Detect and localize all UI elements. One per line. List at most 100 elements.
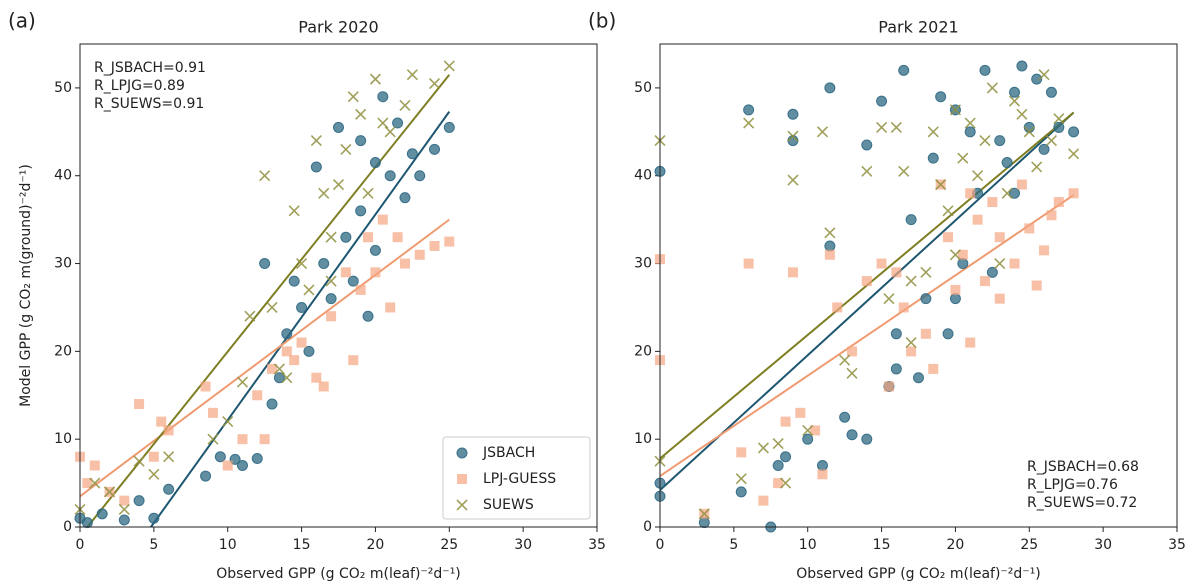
legend-marker [456, 499, 468, 511]
point [846, 367, 858, 379]
point [772, 438, 784, 450]
point [839, 411, 851, 423]
point [920, 293, 932, 305]
x-axis-label: Observed GPP (g CO₂ m(leaf)⁻²d⁻¹) [796, 566, 1041, 582]
point [898, 302, 909, 313]
point [802, 424, 814, 436]
point [943, 232, 954, 243]
point [1046, 210, 1057, 221]
point [1053, 197, 1064, 208]
point [994, 293, 1005, 304]
x-tick-label: 5 [149, 537, 158, 553]
point [444, 236, 455, 247]
point [273, 372, 285, 384]
point [355, 284, 366, 295]
point [310, 161, 322, 173]
point [443, 60, 455, 72]
point [1031, 161, 1043, 173]
point [392, 232, 403, 243]
point [905, 214, 917, 226]
point [913, 372, 924, 384]
x-tick-label: 35 [1168, 537, 1186, 553]
y-tick-label: 20 [54, 343, 72, 359]
x-tick-label: 20 [367, 537, 385, 553]
point [259, 258, 271, 270]
legend-box [442, 436, 591, 520]
point [406, 69, 418, 81]
x-tick-label: 25 [1020, 537, 1038, 553]
series [654, 69, 1080, 520]
point [310, 135, 322, 147]
point [1016, 108, 1028, 120]
point [928, 363, 939, 374]
point [957, 258, 969, 270]
x-tick-label: 0 [656, 537, 665, 553]
point [935, 91, 947, 103]
point [964, 117, 976, 129]
subplot-label: (b) [588, 9, 616, 33]
point [281, 372, 293, 384]
x-tick-label: 35 [588, 537, 606, 553]
point [281, 346, 292, 357]
annotation: R_JSBACH=0.91 [94, 60, 206, 76]
point [266, 398, 278, 410]
point [861, 139, 873, 151]
point [429, 240, 440, 251]
point [780, 451, 792, 463]
point [787, 174, 799, 186]
point [1001, 187, 1013, 199]
x-axis-label: Observed GPP (g CO₂ m(leaf)⁻²d⁻¹) [216, 566, 461, 582]
point [89, 477, 101, 489]
point [743, 117, 755, 129]
y-tick-label: 30 [634, 256, 652, 272]
point [920, 266, 932, 278]
fit-line [79, 218, 450, 498]
point [281, 328, 293, 340]
y-tick-label: 10 [54, 431, 72, 447]
point [362, 187, 374, 199]
y-tick-label: 20 [634, 343, 652, 359]
point [236, 376, 249, 388]
point [1053, 113, 1065, 125]
point [326, 311, 337, 322]
point [251, 453, 263, 465]
point [824, 82, 836, 94]
legend-label: JSBACH [482, 445, 535, 461]
point [735, 486, 747, 498]
point [1038, 143, 1050, 155]
point [340, 267, 351, 278]
point [986, 82, 998, 94]
point [96, 508, 108, 520]
x-tick-label: 30 [1094, 537, 1112, 553]
point [736, 447, 747, 458]
point [103, 486, 116, 498]
point [163, 483, 175, 495]
point [318, 258, 330, 270]
point [1038, 69, 1050, 81]
point [817, 469, 828, 480]
point [333, 121, 344, 133]
point [399, 99, 411, 112]
point [824, 240, 836, 252]
point [289, 355, 300, 366]
point [1024, 223, 1035, 234]
point [1031, 73, 1043, 85]
point [267, 363, 278, 374]
point [847, 346, 858, 357]
point [385, 302, 396, 313]
point [296, 337, 307, 348]
point [134, 399, 145, 410]
point [163, 451, 175, 463]
y-tick-label: 30 [54, 256, 72, 272]
point [1068, 126, 1080, 138]
chart-title: Park 2020 [298, 18, 378, 37]
point [876, 121, 888, 133]
point [1039, 245, 1050, 256]
point [1016, 179, 1027, 190]
chart-title: Park 2021 [878, 18, 958, 37]
point [979, 135, 991, 147]
x-tick-label: 10 [219, 537, 237, 553]
point [1068, 148, 1080, 160]
point [949, 249, 961, 261]
point [698, 517, 710, 529]
